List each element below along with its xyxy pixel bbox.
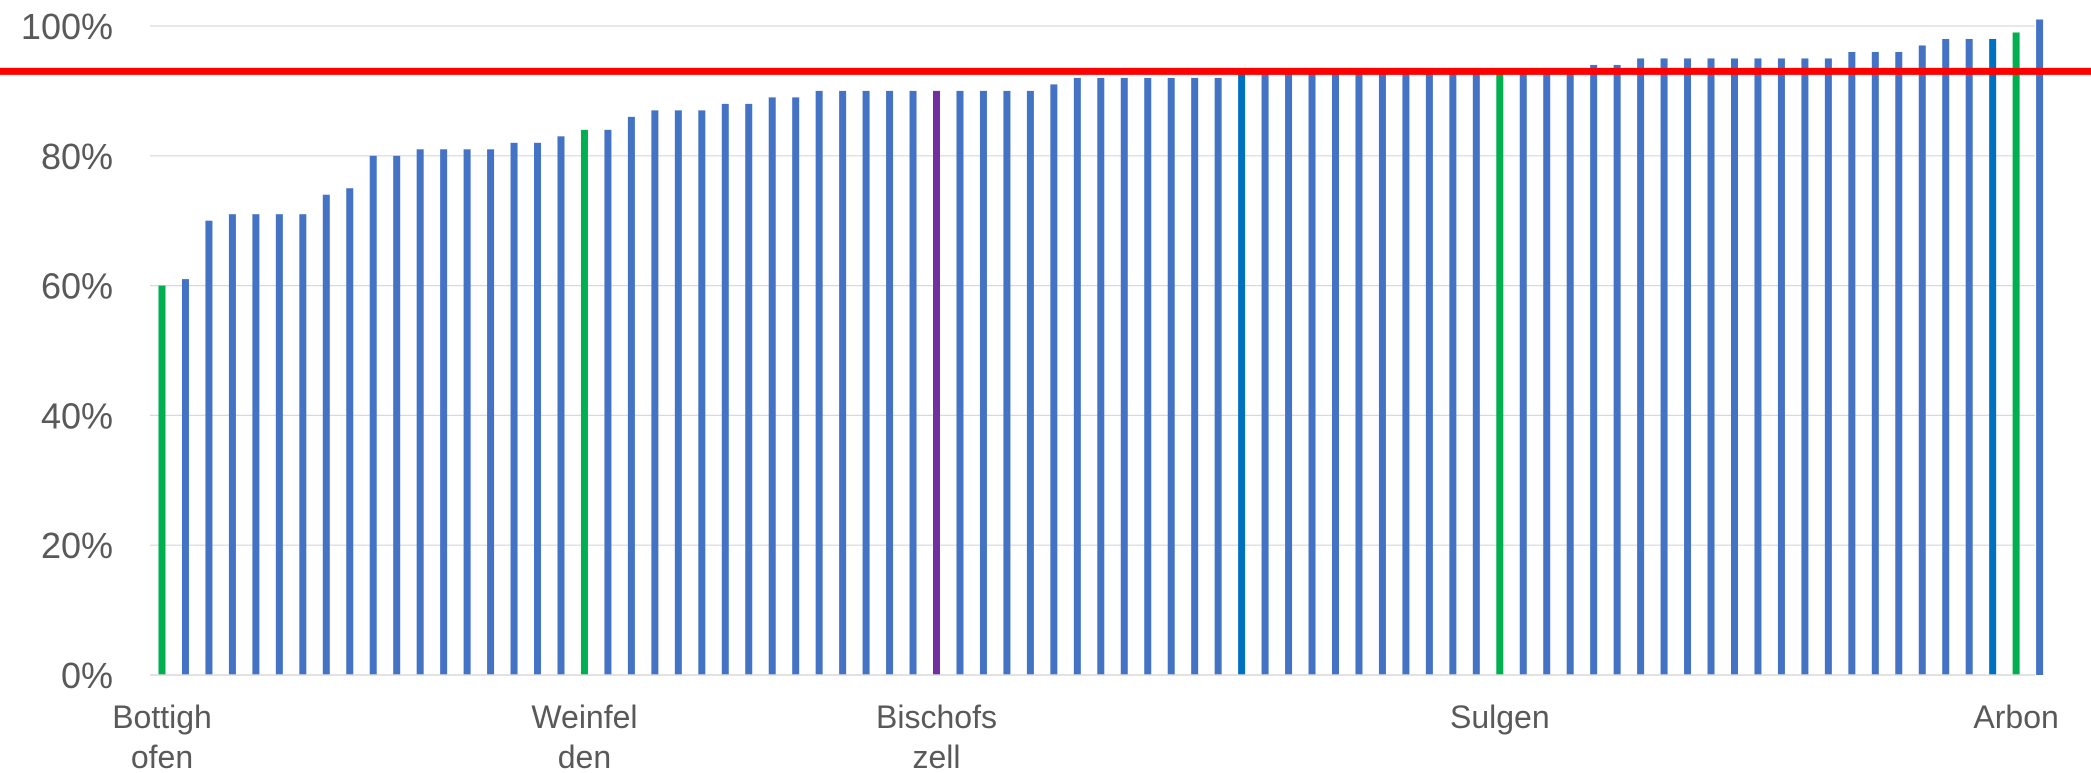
bar: [909, 90, 917, 675]
bar: [2036, 19, 2044, 675]
bar: [1144, 77, 1152, 676]
gridlines: [150, 25, 2035, 546]
bar: [815, 90, 823, 675]
bar: [1942, 38, 1950, 676]
bar: [1378, 71, 1386, 676]
bar: [393, 155, 401, 676]
bar: [1120, 77, 1128, 676]
bar: [1355, 71, 1363, 676]
y-axis-tick-labels: 0% 20% 40% 60% 80% 100%: [21, 6, 113, 696]
bar: [1238, 71, 1246, 676]
bar: [627, 116, 635, 676]
bars: [158, 19, 2044, 676]
bar: [440, 149, 448, 675]
y-tick-label: 40%: [41, 395, 113, 436]
bar: [979, 90, 987, 675]
bar: [1425, 71, 1433, 676]
bar: [651, 110, 659, 676]
bar: [1191, 77, 1199, 676]
bar: [1730, 58, 1738, 675]
bar: [1707, 58, 1715, 675]
bar: [1613, 64, 1621, 675]
bar: [580, 129, 588, 676]
bar: [1848, 51, 1856, 675]
bar: [1449, 71, 1457, 676]
bar: [1050, 84, 1058, 675]
bar: [1073, 77, 1081, 676]
bar: [839, 90, 847, 675]
bar: [487, 149, 495, 675]
bar: [698, 110, 706, 676]
bar: [674, 110, 682, 676]
bar: [1637, 58, 1645, 675]
x-tick-label: Weinfel den: [531, 699, 637, 773]
bar: [299, 214, 307, 675]
bar: [557, 136, 565, 675]
y-tick-label: 100%: [21, 6, 113, 47]
bar: [1684, 58, 1692, 675]
bar: [1026, 90, 1034, 675]
bar: [534, 142, 542, 675]
bar: [1402, 71, 1410, 676]
y-tick-label: 80%: [41, 136, 113, 177]
bar: [416, 149, 424, 675]
bar: [1824, 58, 1832, 675]
y-tick-label: 0%: [61, 655, 113, 696]
bar: [1543, 71, 1551, 676]
y-tick-label: 20%: [41, 525, 113, 566]
bar: [369, 155, 377, 676]
bar: [1167, 77, 1175, 676]
x-tick-label: Arbon: [1973, 699, 2058, 735]
bar: [1214, 77, 1222, 676]
bar: [745, 103, 753, 675]
bar: [1918, 45, 1926, 676]
bar: [1989, 38, 1997, 676]
bar: [228, 214, 236, 675]
x-tick-label: Sulgen: [1450, 699, 1550, 735]
x-axis-category-labels: Bottigh ofen Weinfel den Bischofs zell Sulgen A…: [112, 699, 2059, 773]
bar: [275, 214, 283, 675]
bar: [1965, 38, 1973, 676]
bar: [604, 129, 612, 676]
bar: [205, 220, 213, 675]
bar: [1472, 71, 1480, 676]
bar: [463, 149, 471, 675]
bar: [1003, 90, 1011, 675]
x-tick-label: Bischofs zell: [876, 699, 997, 773]
bar: [1261, 71, 1269, 676]
bar: [1566, 71, 1574, 676]
bar: [252, 214, 260, 675]
bar: [1895, 51, 1903, 675]
bar: [792, 97, 800, 675]
bar: [2012, 32, 2020, 676]
bar: [768, 97, 776, 675]
x-tick-label: Bottigh ofen: [112, 699, 212, 773]
bar: [1777, 58, 1785, 675]
bar: [956, 90, 964, 675]
bar: [1285, 71, 1293, 676]
bar: [1801, 58, 1809, 675]
bar: [1308, 71, 1316, 676]
bar: [1660, 58, 1668, 675]
y-tick-label: 60%: [41, 266, 113, 307]
bar: [862, 90, 870, 675]
bar: [721, 103, 729, 675]
bar: [1496, 71, 1504, 676]
bar: [1519, 71, 1527, 676]
bar: [346, 188, 354, 675]
bar: [181, 279, 189, 675]
bar: [933, 90, 941, 675]
bar: [510, 142, 518, 675]
bar: [1871, 51, 1879, 675]
bar: [1590, 64, 1598, 675]
bar: [1097, 77, 1105, 676]
bar: [886, 90, 894, 675]
bar: [158, 285, 166, 675]
bar: [1332, 71, 1339, 676]
bar: [1754, 58, 1762, 675]
bar: [322, 194, 330, 676]
